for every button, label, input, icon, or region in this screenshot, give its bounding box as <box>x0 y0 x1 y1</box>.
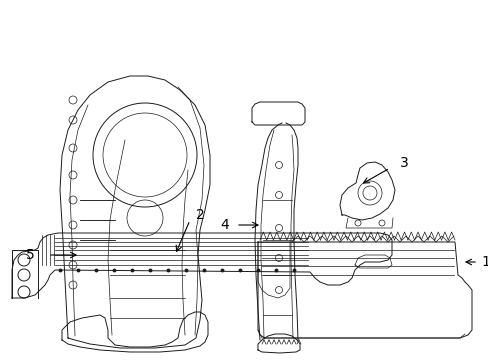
Text: 2: 2 <box>196 208 204 222</box>
Text: 4: 4 <box>220 218 229 232</box>
Text: 5: 5 <box>25 248 34 262</box>
Text: 1: 1 <box>480 255 488 269</box>
Text: 3: 3 <box>399 156 408 170</box>
